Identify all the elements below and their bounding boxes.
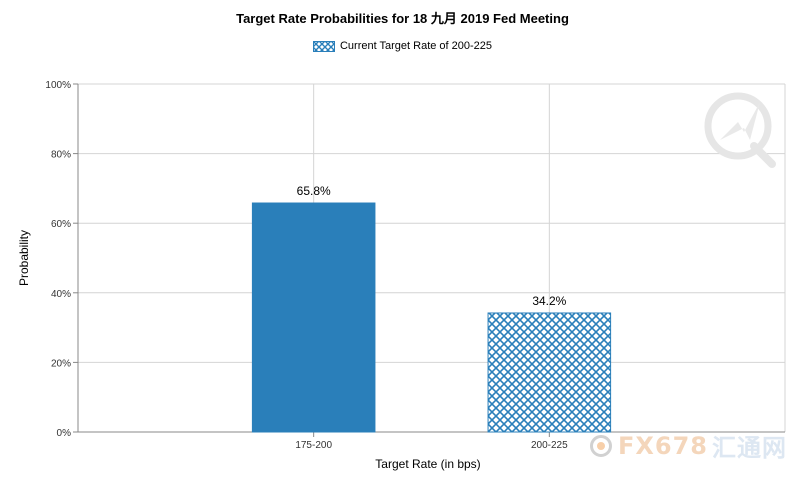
watermark-text: FX678 — [618, 431, 708, 460]
chart-title: Target Rate Probabilities for 18 九月 2019… — [236, 11, 569, 26]
watermark-text-cn: 汇通网 — [712, 434, 787, 462]
y-tick-label: 60% — [51, 219, 71, 230]
y-tick-label: 100% — [45, 80, 71, 91]
labels: 0% 20% 40% 60% 80% 100% 65.8% 175-200 34.2% 200-2… — [45, 80, 568, 451]
y-tick-label: 40% — [51, 289, 71, 300]
x-tick-label: 200-225 — [531, 440, 568, 451]
data-label-175-200: 65.8% — [297, 184, 331, 198]
bars — [251, 202, 612, 433]
gridlines — [78, 83, 786, 433]
y-tick-label: 80% — [51, 150, 71, 161]
legend-swatch — [312, 40, 335, 52]
legend[interactable]: Current Target Rate of 200-225 — [0, 40, 805, 52]
watermark-logo-icon — [590, 434, 612, 457]
legend-label: Current Target Rate of 200-225 — [339, 40, 493, 52]
y-tick-label: 20% — [51, 358, 71, 369]
bar-200-225[interactable] — [487, 312, 612, 433]
bar-175-200[interactable] — [251, 202, 376, 433]
y-axis-title: Probability — [17, 230, 31, 286]
watermark-q-logo-icon — [704, 92, 776, 168]
x-axis-title: Target Rate (in bps) — [375, 457, 480, 471]
watermark: FX678 汇通网 — [590, 428, 787, 463]
data-label-200-225: 34.2% — [532, 294, 566, 308]
x-tick-label: 175-200 — [295, 440, 332, 451]
y-tick-label: 0% — [57, 428, 72, 439]
axes — [73, 83, 785, 437]
